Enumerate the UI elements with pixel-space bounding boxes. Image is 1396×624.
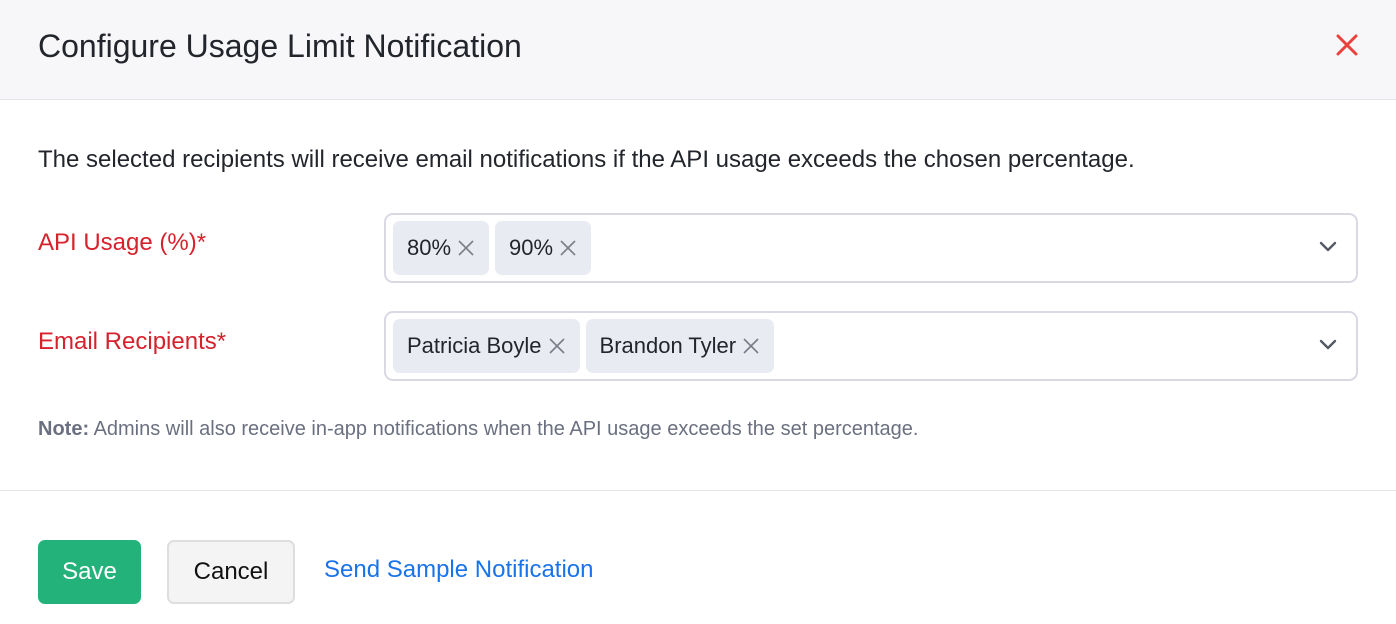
- remove-tag-icon[interactable]: [559, 239, 577, 257]
- note-text: Admins will also receive in-app notifica…: [89, 418, 919, 440]
- dialog-header: Configure Usage Limit Notification: [0, 0, 1396, 100]
- tag-label: 80%: [407, 235, 452, 260]
- tag-80: 80%: [393, 221, 490, 275]
- tag-label: 90%: [509, 235, 554, 260]
- chevron-down-icon[interactable]: [1318, 337, 1338, 351]
- save-button[interactable]: Save: [38, 540, 141, 604]
- api-usage-label: API Usage (%)*: [38, 229, 207, 256]
- tag-patricia-boyle: Patricia Boyle: [393, 319, 580, 373]
- divider: [0, 490, 1396, 491]
- dialog-title: Configure Usage Limit Notification: [38, 28, 522, 64]
- api-usage-select[interactable]: 80% 90%: [384, 213, 1358, 283]
- email-recipients-select[interactable]: Patricia Boyle Brandon Tyler: [384, 311, 1358, 381]
- note: Note: Admins will also receive in-app no…: [38, 418, 918, 441]
- tag-label: Brandon Tyler: [599, 333, 737, 358]
- remove-tag-icon[interactable]: [457, 239, 475, 257]
- tag-label: Patricia Boyle: [407, 333, 542, 358]
- description: The selected recipients will receive ema…: [38, 146, 1135, 173]
- email-recipients-label: Email Recipients*: [38, 328, 227, 355]
- remove-tag-icon[interactable]: [548, 337, 566, 355]
- remove-tag-icon[interactable]: [742, 337, 760, 355]
- tag-brandon-tyler: Brandon Tyler: [585, 319, 775, 373]
- close-icon[interactable]: [1330, 28, 1364, 62]
- send-sample-notification-link[interactable]: Send Sample Notification: [324, 556, 594, 583]
- tag-90: 90%: [495, 221, 592, 275]
- cancel-button[interactable]: Cancel: [167, 540, 295, 604]
- chevron-down-icon[interactable]: [1318, 239, 1338, 253]
- note-prefix: Note:: [38, 418, 90, 440]
